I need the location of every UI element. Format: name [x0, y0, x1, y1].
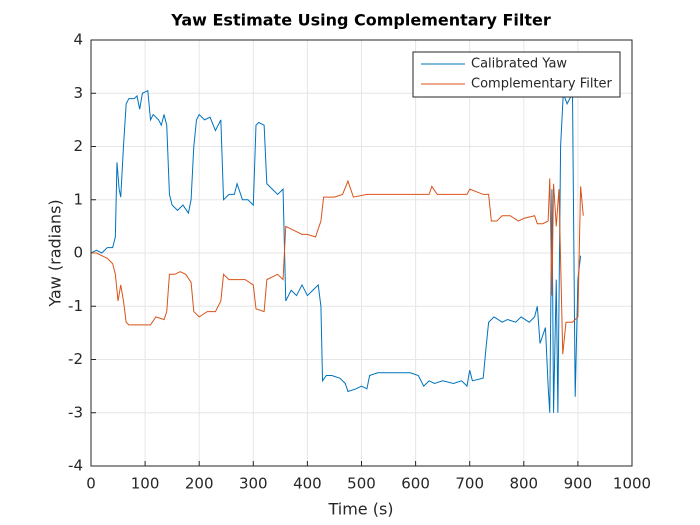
x-tick-label: 400 — [293, 475, 322, 493]
y-tick-label: -1 — [68, 297, 83, 315]
y-tick-label: 2 — [73, 137, 83, 155]
data-line — [91, 178, 584, 355]
y-tick-label: -2 — [68, 350, 83, 368]
x-tick-label: 700 — [455, 475, 484, 493]
y-tick-label: 3 — [73, 84, 83, 102]
y-tick-label: -3 — [68, 403, 83, 421]
y-axis-label: Yaw (radians) — [46, 199, 65, 307]
y-tick-label: 4 — [73, 31, 83, 49]
x-tick-label: 500 — [347, 475, 376, 493]
x-tick-label: 300 — [239, 475, 268, 493]
y-tick-label: -4 — [68, 457, 83, 475]
x-axis-label: Time (s) — [327, 500, 393, 519]
x-tick-label: 0 — [86, 475, 96, 493]
x-tick-label: 1000 — [613, 475, 651, 493]
y-tick-label: 0 — [73, 244, 83, 262]
data-line — [90, 89, 582, 413]
x-tick-label: 600 — [401, 475, 430, 493]
x-tick-label: 900 — [564, 475, 593, 493]
x-tick-label: 200 — [185, 475, 214, 493]
x-tick-label: 800 — [509, 475, 538, 493]
legend-label: Calibrated Yaw — [471, 57, 567, 72]
legend-box — [412, 51, 621, 98]
legend-label: Complementary Filter — [471, 77, 613, 92]
x-tick-label: 100 — [131, 475, 160, 493]
y-tick-label: 1 — [73, 190, 83, 208]
axes-box — [90, 39, 633, 467]
chart-title: Yaw Estimate Using Complementary Filter — [170, 11, 551, 30]
